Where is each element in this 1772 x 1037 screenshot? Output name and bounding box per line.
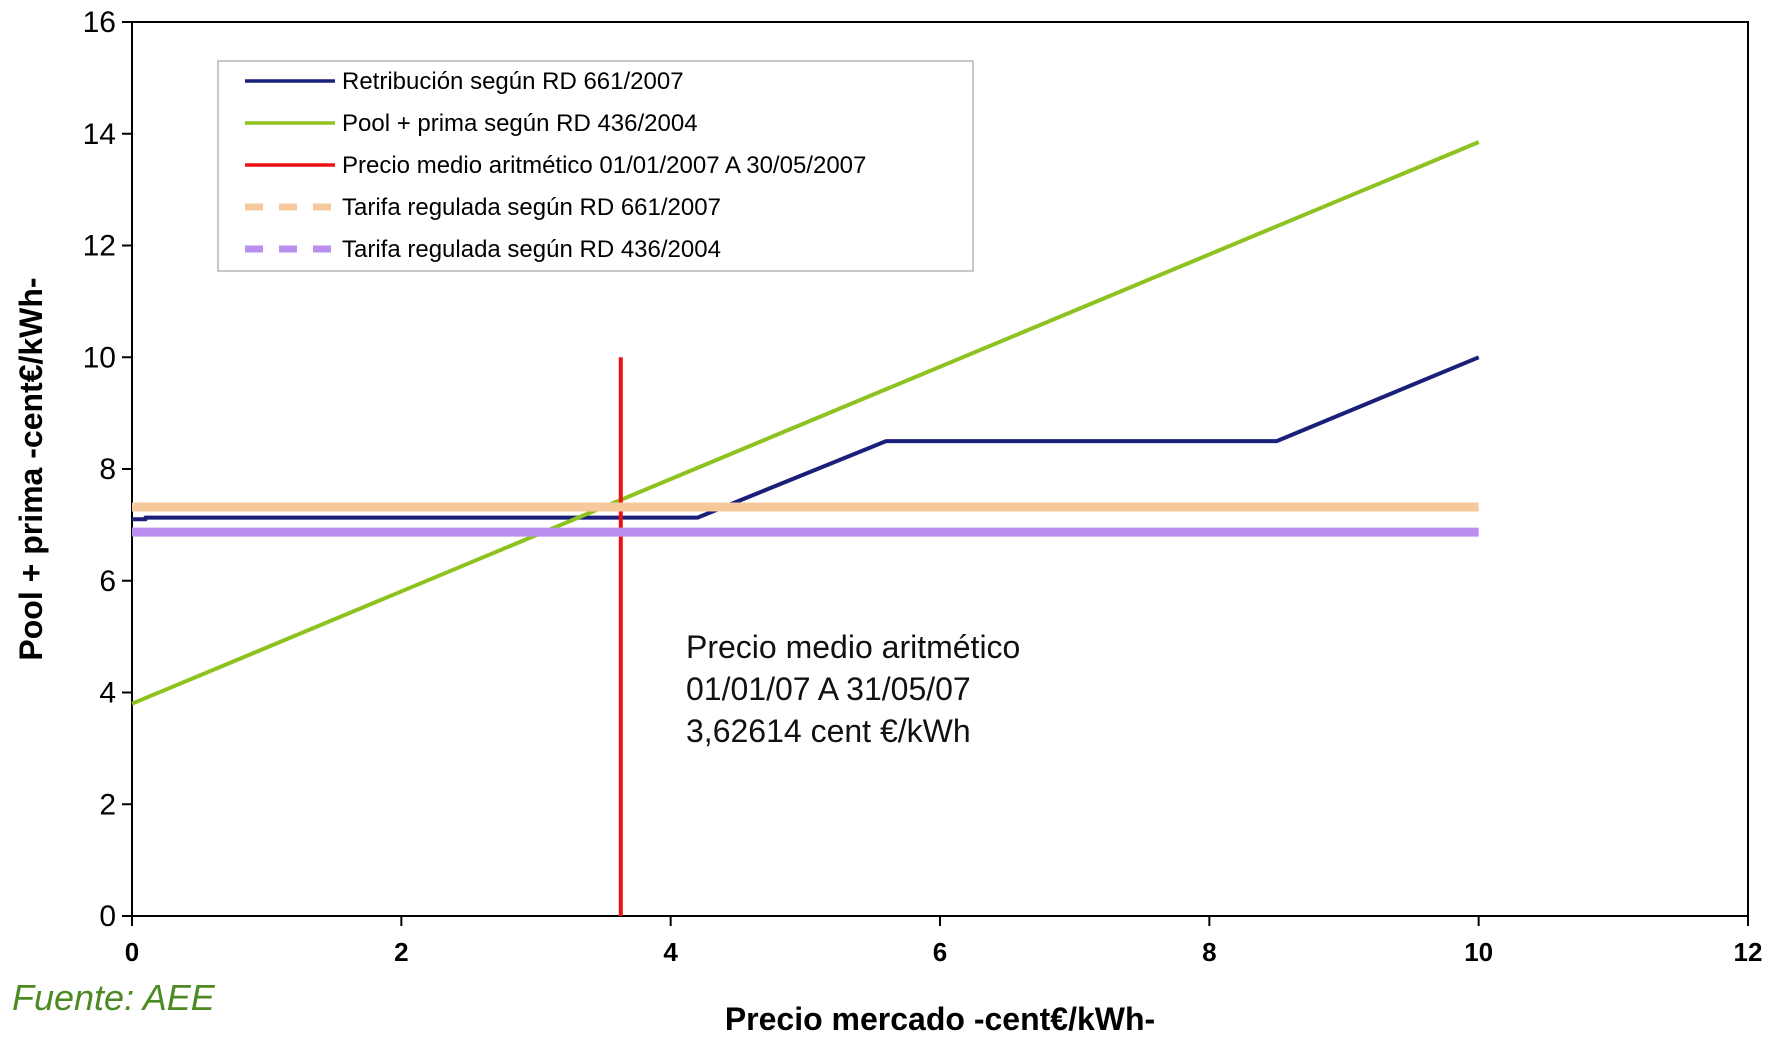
y-tick-label: 14 [83, 118, 116, 151]
x-tick-label: 12 [1734, 937, 1763, 967]
legend-label: Pool + prima según RD 436/2004 [342, 110, 698, 137]
x-tick-label: 8 [1202, 937, 1216, 967]
y-tick-label: 6 [99, 565, 116, 598]
y-axis-title: Pool + prima -cent€/kWh- [13, 277, 49, 660]
y-tick-label: 16 [83, 6, 116, 39]
legend-label: Retribución según RD 661/2007 [342, 68, 684, 95]
y-tick-label: 2 [99, 788, 116, 821]
x-tick-label: 4 [663, 937, 678, 967]
y-tick-label: 0 [99, 900, 116, 933]
x-tick-label: 6 [933, 937, 947, 967]
y-tick-label: 12 [83, 230, 116, 263]
annotation-line-3: 3,62614 cent €/kWh [686, 713, 971, 749]
legend-label: Tarifa regulada según RD 661/2007 [342, 194, 721, 221]
x-axis-title: Precio mercado -cent€/kWh- [725, 1001, 1155, 1037]
x-tick-label: 0 [125, 937, 139, 967]
source-label: Fuente: AEE [12, 977, 216, 1018]
x-tick-label: 2 [394, 937, 408, 967]
y-tick-label: 4 [99, 677, 116, 710]
annotation-line-2: 01/01/07 A 31/05/07 [686, 671, 971, 707]
legend: Retribución según RD 661/2007 Pool + prim… [218, 61, 973, 271]
legend-label: Tarifa regulada según RD 436/2004 [342, 236, 721, 263]
legend-label: Precio medio aritmético 01/01/2007 A 30/… [342, 152, 866, 179]
y-tick-label: 10 [83, 341, 116, 374]
annotation-line-1: Precio medio aritmético [686, 629, 1020, 665]
y-tick-label: 8 [99, 453, 116, 486]
x-tick-label: 10 [1464, 937, 1493, 967]
